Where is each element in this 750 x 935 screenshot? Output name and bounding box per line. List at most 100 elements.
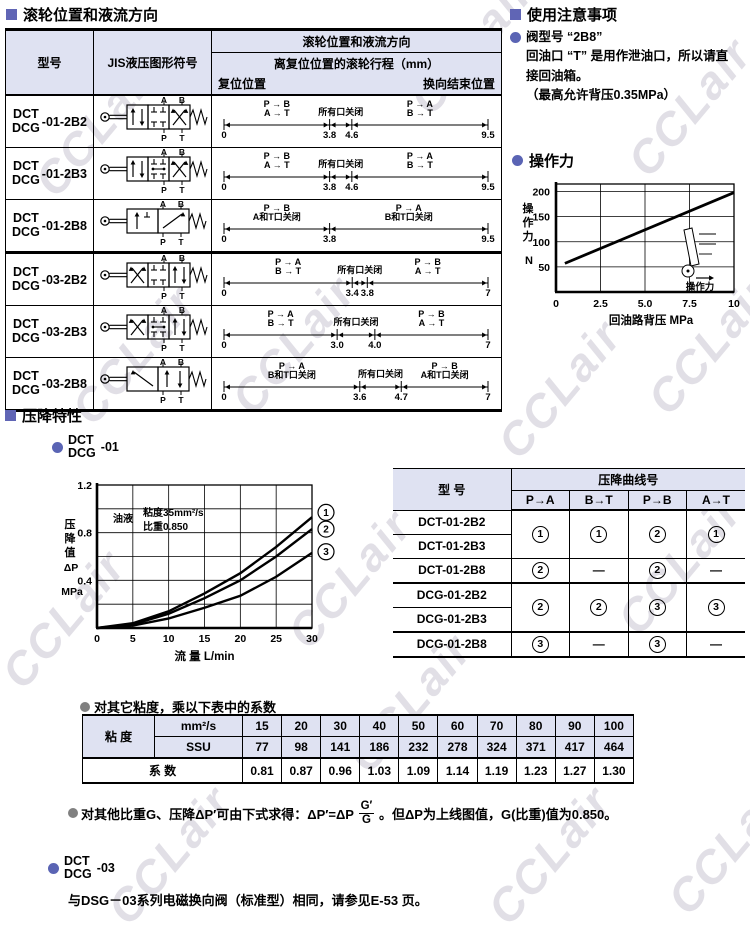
visc-unit-ssu: SSU bbox=[154, 736, 243, 759]
col-header-flow: 滚轮位置和液流方向 离复位位置的滚轮行程（mm） 复位位置 换向结束位置 bbox=[211, 29, 502, 96]
svg-text:P: P bbox=[161, 133, 167, 142]
visc-ssu-value: 98 bbox=[281, 736, 322, 759]
visc-coef-value: 1.27 bbox=[554, 757, 595, 784]
submodel-dct-dcg-01: DCT DCG -01 bbox=[52, 433, 119, 460]
svg-text:P → A: P → A bbox=[275, 257, 302, 267]
gravity-note-pre: 对其他比重G、压降ΔP′可由下式求得：ΔP′=ΔP bbox=[81, 806, 354, 822]
svg-text:A: A bbox=[160, 306, 166, 315]
model-cell: DCT DCG -03-2B2 bbox=[5, 251, 94, 306]
svg-text:0: 0 bbox=[553, 298, 559, 310]
visc-coef-value: 1.03 bbox=[359, 757, 400, 784]
visc-row-label: 粘 度 bbox=[82, 714, 155, 759]
curve-col-bt: B→T bbox=[569, 490, 629, 511]
svg-text:A: A bbox=[160, 254, 166, 263]
svg-text:P → B: P → B bbox=[431, 361, 458, 371]
svg-text:B → T: B → T bbox=[267, 318, 294, 328]
svg-text:T: T bbox=[179, 185, 185, 194]
svg-text:A: A bbox=[159, 358, 165, 367]
section-title-force: 操作力 bbox=[512, 150, 574, 171]
bullet-icon bbox=[512, 155, 523, 166]
stroke-diagram: 0 3.8 4.6 9.5 P → BA → T 所有口关闭 P → AB → T bbox=[221, 151, 495, 193]
svg-text:A: A bbox=[159, 200, 165, 209]
curve-no-cell: — bbox=[686, 630, 746, 657]
svg-text:50: 50 bbox=[538, 262, 550, 274]
gravity-note: 对其他比重G、压降ΔP′可由下式求得：ΔP′=ΔP G′ G 。但ΔP为上线图值… bbox=[68, 800, 738, 826]
bullet-icon bbox=[510, 32, 521, 44]
svg-text:30: 30 bbox=[306, 633, 318, 645]
curve-table-row: DCG-01-2B8 3—3— bbox=[393, 630, 746, 657]
viscosity-table: 粘 度 mm²/s 15 20 30 40 50 60 70 80 90 100 SSU 77 98… bbox=[82, 714, 635, 784]
roller-table-row: DCT DCG -01-2B8 A B P T 0 3.8 9.5 P → B A和T口关闭 P → A… bbox=[5, 199, 502, 253]
stroke-cell: 0 3.6 4.7 7 P → A B和T口关闭 所有口关闭 P → B A和T口关闭 bbox=[211, 357, 502, 411]
svg-text:B: B bbox=[178, 148, 184, 157]
curve-no-cell: 1 bbox=[510, 509, 570, 558]
svg-text:A和T口关闭: A和T口关闭 bbox=[420, 369, 468, 380]
visc-ssu-value: 371 bbox=[515, 736, 556, 759]
svg-text:作: 作 bbox=[523, 215, 534, 229]
model-cell: DCT DCG -03-2B8 bbox=[5, 357, 94, 411]
svg-text:2: 2 bbox=[323, 525, 329, 536]
svg-text:7: 7 bbox=[485, 340, 490, 350]
operating-force-chart: 50 100 150 200 0 2.5 5.0 7.5 10 操作力 N 回油路背压 MPa 操作力 bbox=[508, 172, 748, 337]
svg-text:A → T: A → T bbox=[263, 108, 289, 118]
symbol-cell: A B P T bbox=[93, 305, 212, 358]
svg-text:B → T: B → T bbox=[406, 108, 433, 118]
curve-col-model: 型 号 bbox=[393, 468, 512, 510]
visc-mm2s-value: 60 bbox=[437, 714, 478, 737]
visc-mm2s-value: 20 bbox=[281, 714, 322, 737]
svg-text:比重0.850: 比重0.850 bbox=[143, 520, 188, 533]
curve-model-cell: DCT-01-2B3 bbox=[393, 533, 511, 558]
visc-coef-value: 1.30 bbox=[593, 757, 635, 784]
col-header-symbol: JIS液压图形符号 bbox=[93, 29, 212, 96]
symbol-cell: A B P T bbox=[93, 357, 212, 411]
svg-text:9.5: 9.5 bbox=[481, 182, 495, 192]
svg-text:T: T bbox=[179, 291, 185, 300]
visc-coef-value: 1.23 bbox=[515, 757, 556, 784]
visc-coef-value: 0.81 bbox=[241, 757, 283, 784]
curve-no-cell: 1 bbox=[569, 509, 629, 558]
visc-ssu-value: 464 bbox=[593, 736, 635, 759]
svg-text:ΔP: ΔP bbox=[64, 562, 79, 574]
curve-no-cell: 1 bbox=[686, 509, 746, 558]
svg-text:0.4: 0.4 bbox=[77, 575, 92, 587]
curve-table-row: DCT-01-2B8 2—2— bbox=[393, 557, 746, 583]
model-top: DCT bbox=[64, 854, 90, 868]
svg-text:25: 25 bbox=[270, 633, 282, 645]
curve-no-cell: 3 bbox=[627, 630, 687, 657]
curve-no-cell: 2 bbox=[627, 509, 687, 558]
svg-text:7.5: 7.5 bbox=[682, 298, 697, 310]
curve-header: 压降曲线号 bbox=[510, 468, 746, 491]
visc-coef-value: 0.87 bbox=[281, 757, 322, 784]
note-line3: （最高允许背压0.35MPa） bbox=[526, 88, 677, 103]
svg-text:回油路背压 MPa: 回油路背压 MPa bbox=[609, 313, 694, 327]
visc-ssu-value: 324 bbox=[476, 736, 517, 759]
svg-text:9.5: 9.5 bbox=[481, 130, 495, 140]
svg-text:所有口关闭: 所有口关闭 bbox=[318, 106, 363, 117]
section-title-roller: 滚轮位置和液流方向 bbox=[6, 4, 158, 25]
svg-text:所有口关闭: 所有口关闭 bbox=[337, 264, 382, 275]
curve-col-at: A→T bbox=[686, 490, 746, 511]
svg-text:P: P bbox=[161, 185, 167, 194]
svg-text:粘度35mm²/s: 粘度35mm²/s bbox=[143, 506, 204, 519]
svg-text:7: 7 bbox=[485, 288, 490, 298]
curve-no-cell: 3 bbox=[686, 581, 746, 632]
jis-symbol-s03_2b2: A B P T bbox=[99, 253, 208, 301]
svg-text:150: 150 bbox=[532, 212, 550, 224]
visc-coef-value: 1.09 bbox=[398, 757, 439, 784]
svg-text:A → T: A → T bbox=[263, 160, 289, 170]
visc-mm2s-value: 80 bbox=[515, 714, 556, 737]
svg-text:3.8: 3.8 bbox=[322, 182, 335, 192]
curve-model-cell: DCG-01-2B2 bbox=[393, 581, 512, 607]
visc-mm2s-value: 100 bbox=[593, 714, 635, 737]
stroke-cell: 0 3.8 9.5 P → B A和T口关闭 P → A B和T口关闭 bbox=[211, 199, 502, 253]
svg-text:3.4: 3.4 bbox=[345, 288, 359, 298]
model-bottom: DCG bbox=[64, 867, 92, 882]
svg-text:T: T bbox=[178, 395, 184, 404]
svg-text:B: B bbox=[178, 306, 184, 315]
visc-ssu-value: 232 bbox=[398, 736, 439, 759]
drop-chart-svg: 0.4 0.8 1.2 0 5 10 15 20 25 30 1 2 3 压降值 ΔP MPa 流 量 L/mi… bbox=[61, 480, 335, 663]
svg-text:4.7: 4.7 bbox=[394, 392, 407, 402]
svg-text:3: 3 bbox=[323, 547, 329, 558]
